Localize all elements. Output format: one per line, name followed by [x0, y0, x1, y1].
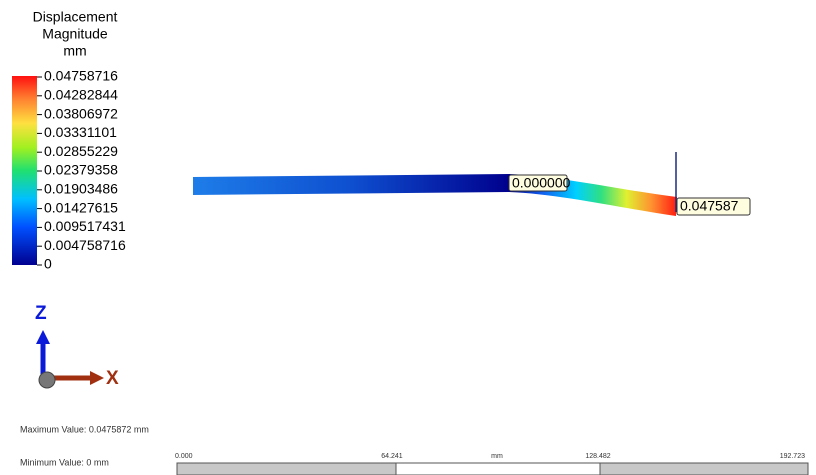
- scale-label: mm: [491, 453, 503, 460]
- axis-label: X: [106, 368, 119, 389]
- min-value: Minimum Value: 0 mm: [20, 457, 109, 467]
- probe-label: 0.000000: [512, 175, 571, 191]
- legend-title: mm: [63, 43, 86, 59]
- legend-label: 0.03331101: [44, 124, 117, 140]
- max-value: Maximum Value: 0.0475872 mm: [20, 424, 149, 434]
- legend-label: 0: [44, 256, 52, 272]
- scale-label: 192.723: [780, 453, 805, 460]
- scale-label: 64.241: [381, 453, 403, 460]
- legend-label: 0.02855229: [44, 143, 118, 159]
- legend-label: 0.01903486: [44, 181, 118, 197]
- legend-label: 0.009517431: [44, 218, 126, 234]
- legend-label: 0.04282844: [44, 87, 118, 103]
- result-view: DisplacementMagnitudemm0.047587160.04282…: [0, 0, 816, 475]
- scale-label: 0.000: [175, 453, 193, 460]
- axis-triad: Z X: [35, 303, 119, 389]
- beam: [193, 174, 510, 195]
- legend-label: 0.02379358: [44, 162, 118, 178]
- legend-label: 0.04758716: [44, 68, 118, 84]
- legend-label: 0.01427615: [44, 199, 118, 215]
- legend-label: 0.03806972: [44, 105, 118, 121]
- scale-bar: [177, 463, 808, 475]
- legend-title: Magnitude: [42, 26, 108, 42]
- legend-label: 0.004758716: [44, 237, 126, 253]
- axis-label: Z: [35, 303, 47, 324]
- color-bar: [12, 76, 37, 265]
- probe-label: 0.047587: [680, 198, 739, 214]
- scale-label: 128.482: [585, 453, 610, 460]
- legend-title: Displacement: [33, 9, 118, 25]
- scale-labels: 0.000 64.241 mm 128.482 192.723: [175, 453, 805, 460]
